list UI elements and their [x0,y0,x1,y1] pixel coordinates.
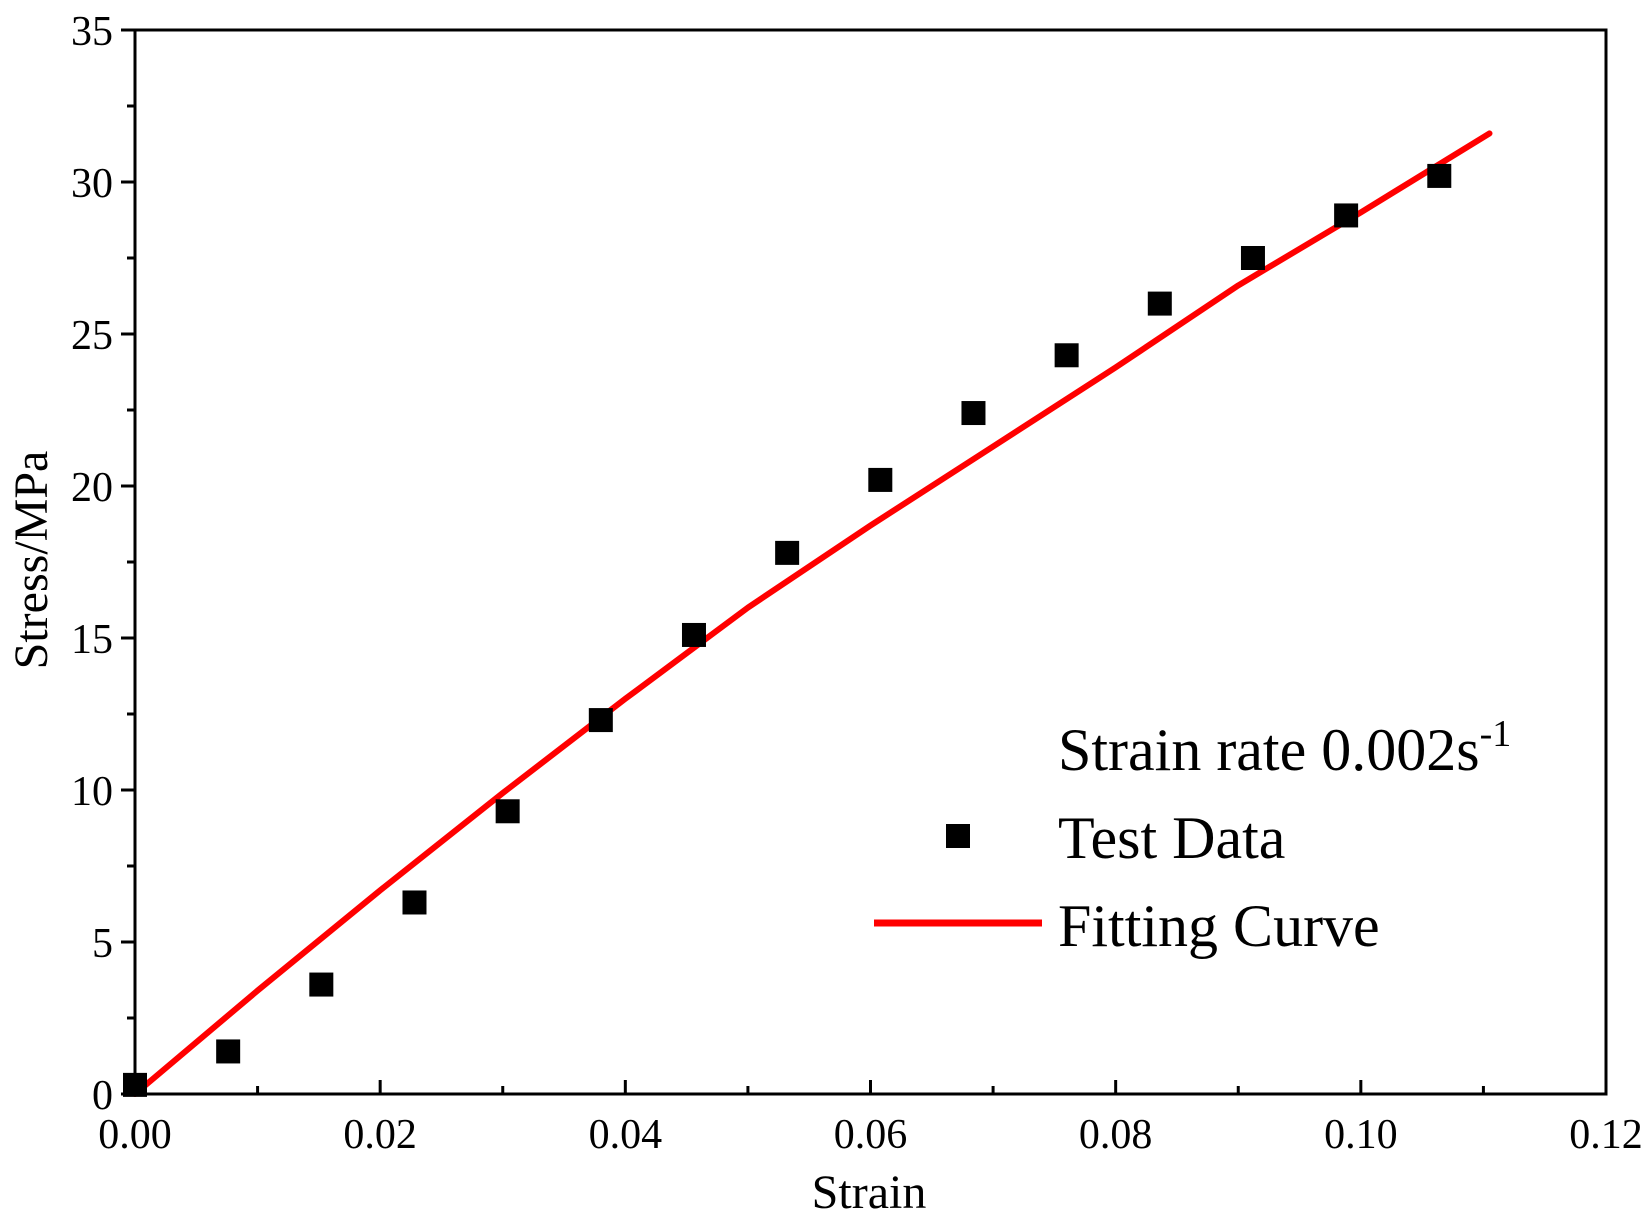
test-data-point [775,540,800,565]
fitting-curve-line [132,130,1493,1097]
x-tick-label: 0.00 [98,1112,172,1158]
x-axis: 0.00 0.02 0.04 0.06 0.08 0.10 0.12 [98,1080,1643,1158]
x-tick-label: 0.06 [834,1112,908,1158]
y-tick-label: 10 [71,769,113,815]
test-data-point [961,401,986,426]
annotation-superscript: -1 [1480,713,1512,755]
legend-annotation: Strain rate 0.002s-1 [1058,713,1511,783]
plot-frame [133,28,1608,1096]
x-tick-label: 0.10 [1324,1112,1398,1158]
test-data-point [216,1039,241,1064]
test-data-point [402,890,427,915]
test-data-point [1334,203,1359,228]
x-tick-label: 0.12 [1569,1112,1643,1158]
legend-label-fitting-curve: Fitting Curve [1058,893,1380,959]
test-data-point [309,972,334,997]
x-tick-label: 0.02 [343,1112,417,1158]
annotation-text: Strain rate 0.002s [1058,717,1480,783]
y-axis-title: Stress/MPa [5,451,58,670]
y-tick-label: 35 [71,9,113,55]
legend-marker-test-data [946,824,970,848]
test-data-point [495,799,520,824]
x-tick-label: 0.04 [589,1112,663,1158]
test-data-point [1054,343,1079,368]
test-data-point [681,622,706,647]
y-tick-label: 25 [71,313,113,359]
test-data-point [1147,291,1172,316]
y-tick-label: 5 [92,921,113,967]
test-data-point [1240,246,1265,270]
test-data-point [1427,163,1452,188]
plot-content [123,130,1493,1097]
legend: Strain rate 0.002s-1 Test Data Fitting C… [874,713,1511,959]
test-data-point [588,708,613,733]
x-axis-title: Strain [812,1166,927,1215]
y-tick-label: 30 [71,161,113,207]
test-data-point [868,467,893,492]
y-tick-label: 15 [71,617,113,663]
y-tick-label: 20 [71,465,113,511]
legend-label-test-data: Test Data [1058,805,1285,871]
x-tick-label: 0.08 [1079,1112,1153,1158]
y-axis: 0 5 10 15 20 25 30 35 [71,9,135,1119]
y-tick-label: 0 [92,1073,113,1119]
